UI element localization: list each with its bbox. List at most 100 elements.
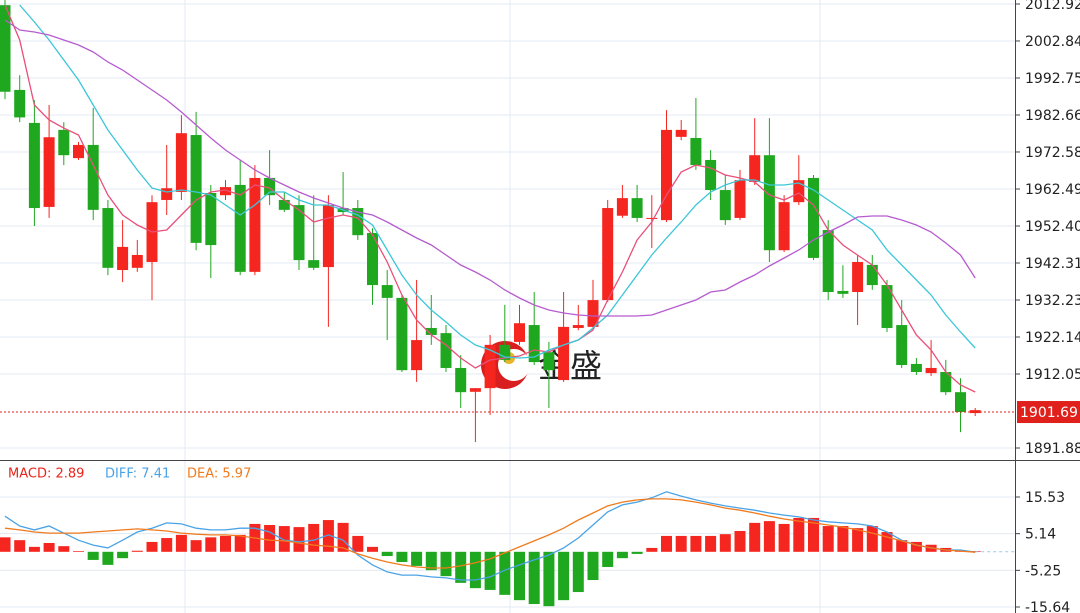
macd-bar xyxy=(411,551,423,566)
last-price-label: 1901.69 xyxy=(1020,405,1078,421)
candle-body xyxy=(249,177,261,272)
y-tick-label: 5.14 xyxy=(1025,527,1056,543)
candle-body xyxy=(102,208,114,268)
candle-body xyxy=(616,198,628,216)
macd-bar xyxy=(572,551,584,593)
legend-macd: MACD: 2.89 xyxy=(8,467,84,482)
macd-bar xyxy=(602,551,614,567)
candle-body xyxy=(455,367,467,393)
macd-bar xyxy=(43,542,55,552)
macd-bar xyxy=(793,517,805,552)
y-tick-label: 1942.31 xyxy=(1025,256,1080,272)
watermark: 金盛 xyxy=(481,341,602,389)
candle-body xyxy=(367,232,378,286)
candle-body xyxy=(469,388,481,392)
y-tick-label: 15.53 xyxy=(1025,490,1065,506)
macd-plot xyxy=(0,491,1015,607)
candle-body xyxy=(925,367,937,374)
macd-bar xyxy=(131,550,143,552)
candle-body xyxy=(264,177,276,196)
macd-bar xyxy=(322,520,334,552)
macd-bar xyxy=(117,551,129,559)
candle-body xyxy=(543,352,555,371)
macd-bar xyxy=(278,526,290,552)
macd-bar xyxy=(28,546,40,552)
candle-body xyxy=(558,326,570,381)
candle-body xyxy=(808,177,819,258)
macd-bar xyxy=(631,551,643,554)
candle-body xyxy=(352,208,364,236)
macd-bar xyxy=(866,526,878,552)
candle-body xyxy=(602,208,614,301)
y-tick-label: -15.64 xyxy=(1025,600,1070,613)
candle-body xyxy=(514,323,525,342)
y-tick-label: 1891.88 xyxy=(1025,441,1080,457)
candle-body xyxy=(734,180,746,218)
candle-body xyxy=(117,246,129,271)
macd-bar xyxy=(837,526,849,552)
macd-bar xyxy=(543,551,555,607)
macd-bar xyxy=(308,523,320,552)
candle-body xyxy=(131,254,143,268)
candle-body xyxy=(73,144,84,159)
macd-bar xyxy=(587,551,599,581)
candle-body xyxy=(28,122,40,209)
candle-body xyxy=(896,325,908,366)
candle-body xyxy=(940,371,952,393)
candle-body xyxy=(381,285,393,298)
candle-body xyxy=(719,190,731,221)
macd-bar xyxy=(175,534,187,552)
macd-bar xyxy=(337,522,349,552)
macd-bar xyxy=(749,522,761,552)
last-price-tag xyxy=(1017,401,1080,424)
candle-body xyxy=(822,230,834,293)
macd-bar xyxy=(425,551,437,571)
candle-body xyxy=(499,344,511,360)
macd-bar xyxy=(484,551,496,590)
candle-body xyxy=(675,129,687,137)
macd-line xyxy=(4,498,976,569)
macd-bar xyxy=(293,527,305,552)
candle-body xyxy=(0,5,11,92)
candle-body xyxy=(220,187,231,196)
macd-bar xyxy=(367,546,378,552)
candle-body xyxy=(58,129,70,156)
macd-bar xyxy=(352,535,364,552)
moving-average xyxy=(4,4,976,393)
candle-body xyxy=(322,205,334,268)
candle-body xyxy=(411,340,423,371)
macd-bar xyxy=(881,532,893,552)
macd-bar xyxy=(822,526,834,552)
macd-line xyxy=(4,491,976,581)
macd-bar xyxy=(146,541,158,552)
macd-bar xyxy=(87,551,99,560)
y-tick-label: 1982.66 xyxy=(1025,108,1080,124)
candle-body xyxy=(763,155,775,251)
candle-body xyxy=(646,217,658,219)
macd-bar xyxy=(396,551,408,563)
candle-body xyxy=(425,327,437,335)
y-tick-label: 1912.05 xyxy=(1025,367,1080,383)
candle-body xyxy=(205,192,217,246)
y-tick-label: 1992.75 xyxy=(1025,71,1080,87)
candle-body xyxy=(910,363,922,372)
macd-bar xyxy=(778,523,790,552)
y-tick-label: 2012.92 xyxy=(1025,0,1080,13)
macd-bar xyxy=(102,551,114,565)
candle-body xyxy=(587,300,599,327)
candle-body xyxy=(837,290,849,294)
candle-body xyxy=(778,202,790,251)
macd-bar xyxy=(705,535,717,552)
legend-dea: DEA: 5.97 xyxy=(187,467,251,482)
macd-bar xyxy=(910,541,922,552)
macd-bar xyxy=(455,551,467,583)
grid-layer xyxy=(0,0,1015,613)
candle-body xyxy=(705,159,717,191)
candle-body xyxy=(866,264,878,286)
candle-body xyxy=(14,89,26,118)
y-tick-label: 1952.40 xyxy=(1025,219,1080,235)
candle-body xyxy=(161,188,173,200)
candle-body xyxy=(396,297,408,371)
candle-body xyxy=(969,410,981,414)
